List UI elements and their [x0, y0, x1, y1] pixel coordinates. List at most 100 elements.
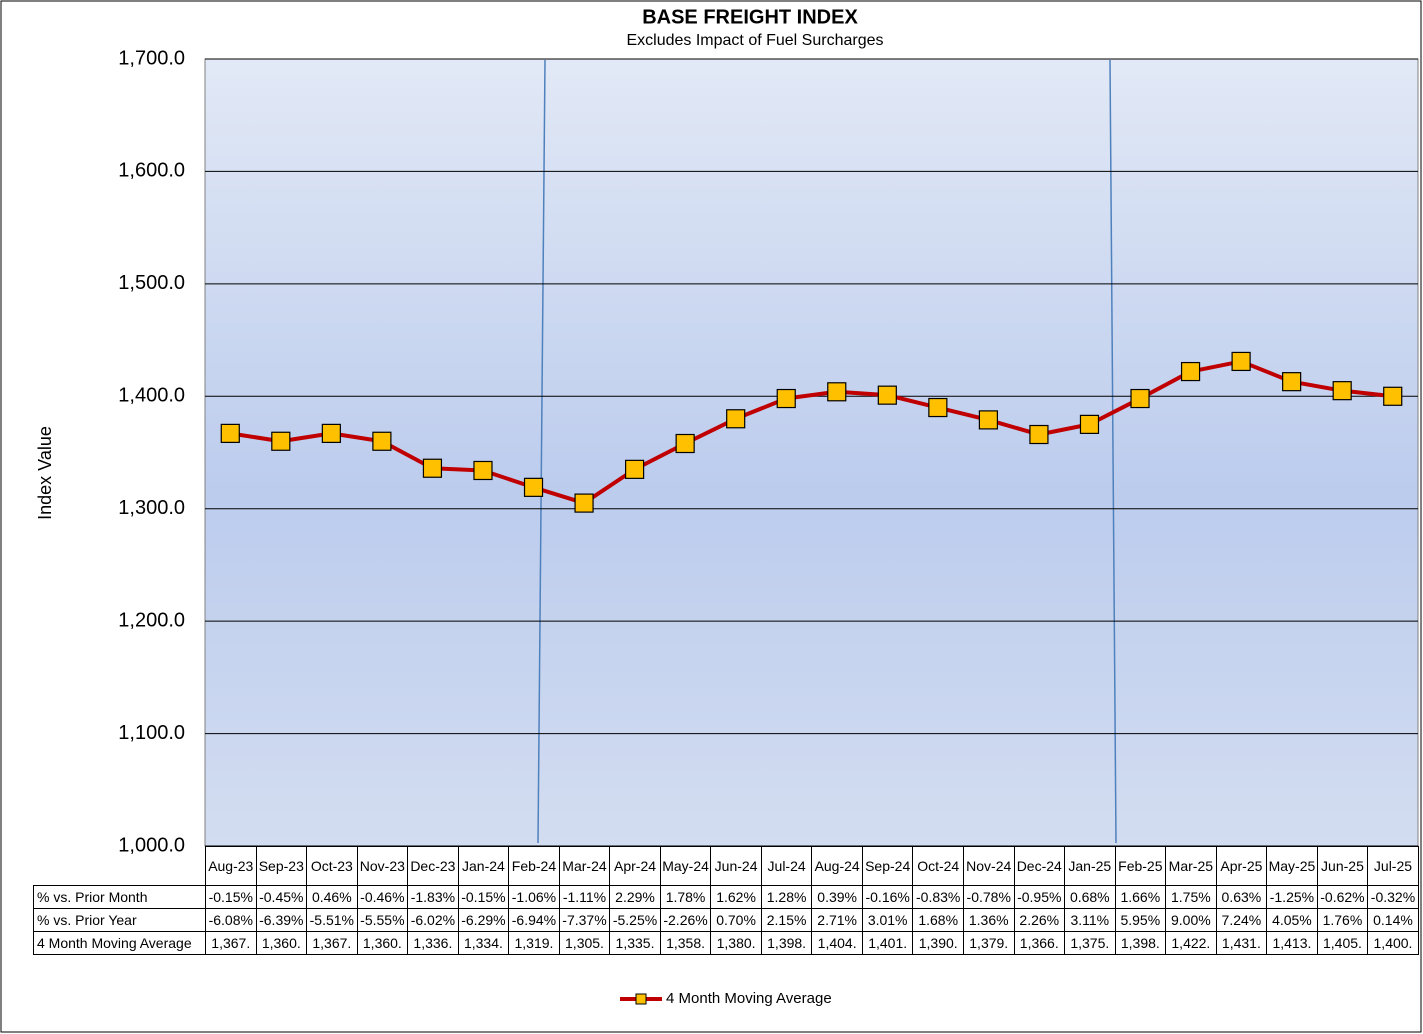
table-cell: 1,367.: [306, 931, 358, 955]
table-cell: -6.29%: [457, 908, 510, 932]
table-cell: 3.01%: [861, 908, 914, 932]
marker: [1029, 424, 1049, 445]
x-tick-label: Apr-25: [1215, 846, 1268, 886]
table-cell: 1.66%: [1114, 885, 1167, 909]
y-tick-label: 1,600.0: [118, 160, 185, 182]
table-cell: 1,319.: [508, 931, 560, 955]
marker: [675, 433, 695, 454]
table-cell: 1,431.: [1215, 931, 1268, 955]
category-row: Aug-23 Sep-23 Oct-23 Nov-23 Dec-23 Jan-24 Feb-…: [33, 846, 1419, 886]
table-cell: 1,401.: [861, 931, 914, 955]
table-cell: -1.11%: [558, 885, 611, 909]
marker: [523, 477, 544, 497]
table-cell: 1,422.: [1165, 931, 1217, 955]
data-table: Aug-23 Sep-23 Oct-23 Nov-23 Dec-23 Jan-24 Feb-…: [33, 846, 1419, 955]
table-cell: 5.95%: [1114, 908, 1167, 932]
table-cell: 7.24%: [1215, 908, 1268, 932]
chart-title: BASE FREIGHT INDEX: [642, 6, 858, 28]
x-tick-label: Jul-24: [760, 846, 813, 886]
row-label: % vs. Prior Month: [33, 885, 206, 909]
marker: [1383, 386, 1403, 406]
table-cell: 0.39%: [811, 885, 863, 909]
table-cell: -0.15%: [457, 885, 510, 909]
marker: [372, 431, 392, 451]
table-row: 4 Month Moving Average 1,367. 1,360. 1,367.…: [33, 931, 1419, 955]
marker: [625, 459, 645, 479]
table-cell: 1,334.: [457, 931, 510, 955]
table-cell: 1,336.: [407, 931, 459, 955]
x-tick-label: Feb-24: [508, 846, 560, 886]
x-tick-label: Mar-25: [1165, 846, 1217, 886]
table-cell: 1,405.: [1316, 931, 1369, 955]
x-tick-label: Jan-24: [457, 846, 510, 886]
table-cell: -5.25%: [609, 908, 661, 932]
marker: [726, 409, 746, 429]
table-cell: 2.71%: [811, 908, 863, 932]
x-tick-label: Sep-23: [255, 846, 308, 886]
legend-label: 4 Month Moving Average: [666, 990, 832, 1007]
marker: [1332, 381, 1352, 401]
table-cell: 1,398.: [1114, 931, 1167, 955]
table-cell: 1,367.: [205, 931, 257, 955]
table-cell: -1.06%: [508, 885, 560, 909]
table-cell: 1,358.: [659, 931, 712, 955]
table-cell: -0.83%: [912, 885, 964, 909]
x-tick-label: Dec-23: [407, 846, 459, 886]
table-cell: 1.68%: [912, 908, 964, 932]
table-cell: 1.28%: [760, 885, 813, 909]
marker: [271, 431, 291, 451]
marker: [978, 410, 998, 430]
table-cell: -0.46%: [356, 885, 409, 909]
table-cell: -0.62%: [1316, 885, 1369, 909]
x-tick-label: Oct-24: [912, 846, 964, 886]
marker: [776, 388, 796, 409]
marker: [574, 493, 594, 513]
table-cell: 9.00%: [1165, 908, 1217, 932]
table-row: % vs. Prior Month -0.15% -0.45% 0.46% -0.46%…: [33, 885, 1419, 909]
plot-area: [204, 58, 1419, 847]
table-cell: 3.11%: [1064, 908, 1116, 932]
table-cell: 1.75%: [1165, 885, 1217, 909]
table-cell: 2.26%: [1013, 908, 1066, 932]
empty-cell: [33, 846, 206, 886]
table-cell: 1,413.: [1266, 931, 1318, 955]
table-cell: -0.15%: [205, 885, 257, 909]
table-cell: 1,335.: [609, 931, 661, 955]
table-cell: -0.16%: [861, 885, 914, 909]
marker: [1231, 351, 1251, 372]
table-cell: -0.32%: [1367, 885, 1419, 909]
marker: [422, 458, 443, 478]
table-cell: -5.51%: [306, 908, 358, 932]
table-cell: 1,360.: [356, 931, 409, 955]
table-cell: 2.15%: [760, 908, 813, 932]
table-cell: 1.62%: [710, 885, 762, 909]
x-tick-label: Jan-25: [1064, 846, 1116, 886]
table-cell: 0.68%: [1064, 885, 1116, 909]
table-cell: -6.39%: [255, 908, 308, 932]
table-cell: 0.46%: [306, 885, 358, 909]
table-cell: -6.94%: [508, 908, 560, 932]
x-tick-label: Dec-24: [1013, 846, 1066, 886]
x-tick-label: Jun-25: [1316, 846, 1369, 886]
x-tick-label: Aug-23: [205, 846, 257, 886]
marker: [877, 385, 897, 405]
x-tick-label: Aug-24: [811, 846, 863, 886]
table-cell: -1.83%: [407, 885, 459, 909]
table-cell: 1.78%: [659, 885, 712, 909]
x-tick-label: Nov-24: [962, 846, 1015, 886]
x-tick-label: Apr-24: [609, 846, 661, 886]
x-tick-label: May-25: [1266, 846, 1318, 886]
row-label: 4 Month Moving Average: [33, 931, 206, 955]
table-cell: -2.26%: [659, 908, 712, 932]
table-cell: 1,390.: [912, 931, 964, 955]
row-label: % vs. Prior Year: [33, 908, 206, 932]
marker: [473, 460, 493, 481]
table-cell: -6.02%: [407, 908, 459, 932]
marker: [220, 423, 240, 443]
table-cell: 2.29%: [609, 885, 661, 909]
table-cell: -6.08%: [205, 908, 257, 932]
x-tick-label: Feb-25: [1114, 846, 1167, 886]
x-tick-label: Oct-23: [306, 846, 358, 886]
table-cell: -0.45%: [255, 885, 308, 909]
